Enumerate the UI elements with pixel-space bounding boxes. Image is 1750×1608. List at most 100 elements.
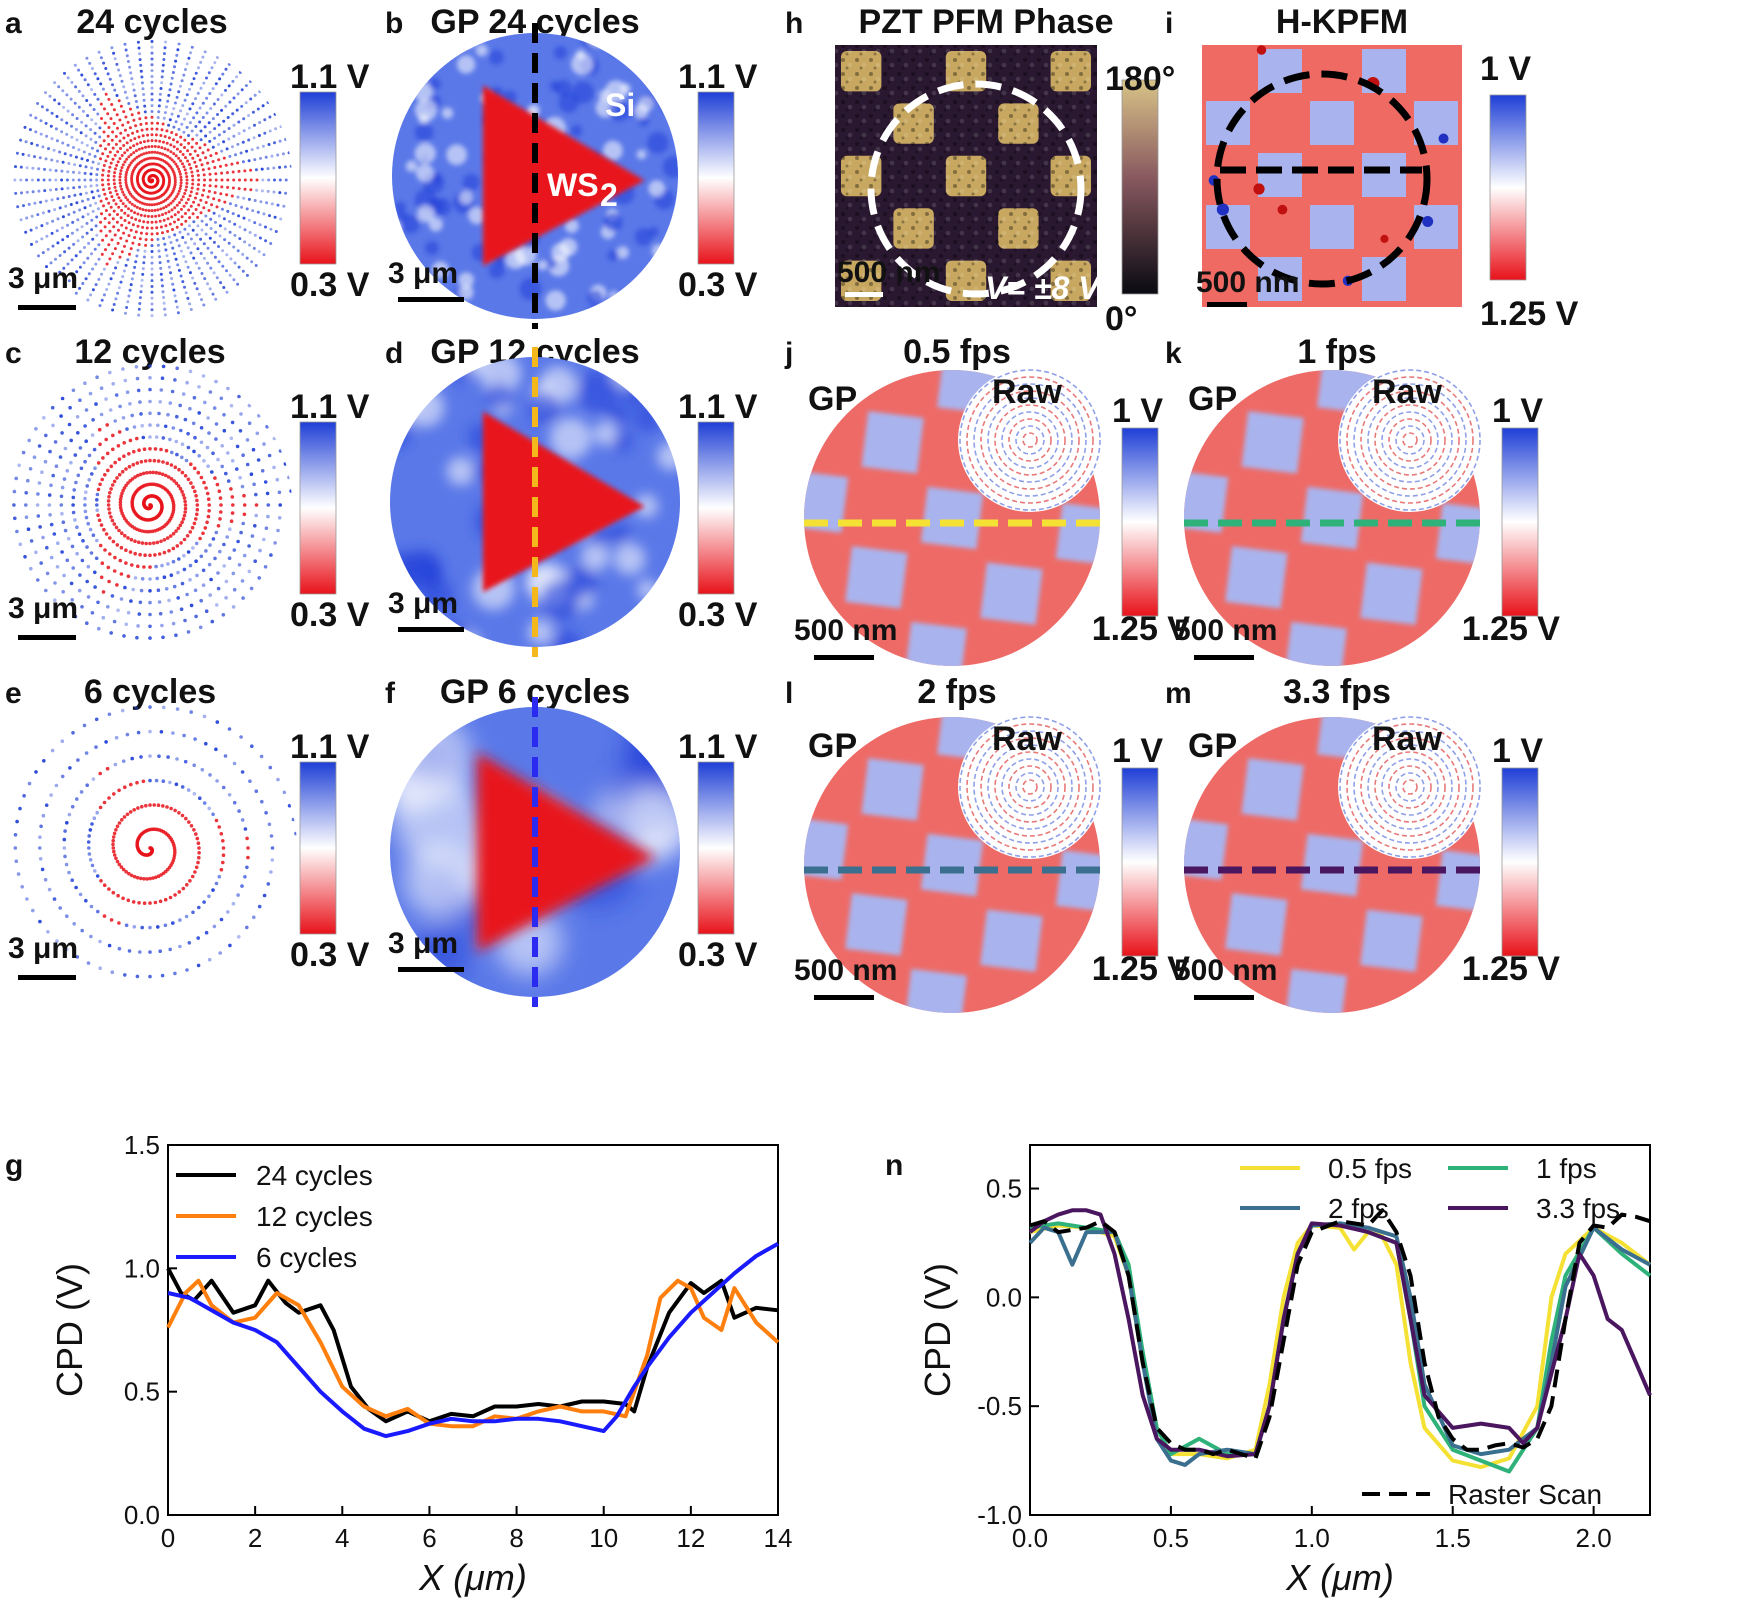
panel-k-colorbar-bottom-label: 1.25 V <box>1462 610 1561 648</box>
panel-b-colorbar-bottom-label: 0.3 V <box>678 266 758 304</box>
panel-b-scale-bar <box>398 297 464 302</box>
panel-k-colorbar <box>1501 427 1539 617</box>
panel-f-letter: f <box>385 677 396 710</box>
panel-a-colorbar-bottom-label: 0.3 V <box>290 266 370 304</box>
panel-h-colorbar-top-label: 180° <box>1105 60 1175 98</box>
chart-g-xtick-label: 2 <box>248 1523 262 1553</box>
chart-n-ytick-label: -0.5 <box>977 1391 1022 1421</box>
panel-h-letter: h <box>785 7 803 40</box>
chart-n-series-4 <box>1029 1208 1651 1461</box>
panel-a-scale-bar <box>18 305 76 310</box>
panel-m-raw-label: Raw <box>1372 720 1442 758</box>
chart-n-legend-label: 0.5 fps <box>1328 1153 1412 1184</box>
panel-h-colorbar <box>1121 79 1159 295</box>
chart-g-frame <box>167 1144 779 1516</box>
chart-n-xlabel: X (μm) <box>1285 1557 1394 1598</box>
panel-d-letter: d <box>385 337 403 370</box>
panel-b-si-label: Si <box>605 87 635 123</box>
panel-e-scale-bar-label: 3 μm <box>8 932 78 965</box>
panel-d-gp-map <box>390 357 680 647</box>
panel-d-colorbar <box>697 421 735 595</box>
panel-c-scale-bar-label: 3 μm <box>8 592 78 625</box>
panel-k-title: 1 fps <box>1297 333 1376 371</box>
panel-f-ws2-flake <box>477 752 656 952</box>
panel-c-letter: c <box>5 337 22 370</box>
panel-j-letter: j <box>784 337 793 370</box>
panel-e-colorbar-top-label: 1.1 V <box>290 728 370 766</box>
map-panels: a 24 cycles 1.1 V 0.3 V 3 μm b GP 24 cycles Si W… <box>5 3 1579 1013</box>
panel-j-colorbar <box>1121 427 1159 617</box>
chart-n: n 0.0 0.5 1.0 1.5 2.0 -1.0 -0.5 0.0 0.5 X (μm) CPD … <box>885 1144 1652 1598</box>
panel-h: h PZT PFM Phase 180° 0° 500 nm V= ±8 V <box>785 3 1175 338</box>
panel-i-scan-circle <box>1213 70 1431 288</box>
panel-i-colorbar <box>1489 94 1527 281</box>
panel-d-ws2-flake <box>483 411 645 592</box>
chart-n-frame <box>1029 1144 1651 1516</box>
chart-n-legend: 0.5 fps 1 fps 2 fps 3.3 fps Raster Scan <box>1240 1153 1620 1510</box>
panel-m-scale-bar <box>1194 995 1254 1000</box>
panel-f-colorbar <box>697 761 735 935</box>
panel-b-scale-bar-label: 3 μm <box>388 257 458 290</box>
chart-n-ytick-label: 0.0 <box>986 1282 1022 1312</box>
panel-m-scale-bar-label: 500 nm <box>1174 954 1277 987</box>
panel-m-letter: m <box>1165 677 1192 710</box>
chart-g-letter: g <box>5 1149 23 1182</box>
chart-g-ylabel: CPD (V) <box>49 1263 90 1397</box>
chart-g-xtick-label: 6 <box>422 1523 436 1553</box>
chart-n-xtick-label: 1.0 <box>1294 1523 1330 1553</box>
panel-e-letter: e <box>5 677 22 710</box>
panel-d-scale-bar-label: 3 μm <box>388 587 458 620</box>
chart-n-xtick-label: 2.0 <box>1576 1523 1612 1553</box>
panel-d-scale-bar <box>398 627 464 632</box>
panel-m-colorbar-top-label: 1 V <box>1492 732 1543 770</box>
chart-g-ytick-label: 1.5 <box>124 1130 160 1160</box>
panel-k-gp-label: GP <box>1188 380 1237 418</box>
panel-k-scale-bar-label: 500 nm <box>1174 614 1277 647</box>
panel-i-colorbar-bottom-label: 1.25 V <box>1480 295 1579 333</box>
chart-g-legend-label: 6 cycles <box>256 1242 357 1273</box>
panel-k: k 1 fps GP Raw 1 V 1.25 V 500 nm <box>1165 333 1561 666</box>
panel-h-pfm-map <box>835 45 1097 307</box>
panel-h-scan-circle <box>867 80 1085 298</box>
panel-m-raw-inset <box>1338 715 1482 859</box>
panel-l-gp-label: GP <box>808 727 857 765</box>
panel-a-spiral-map <box>13 40 292 318</box>
chart-n-legend-label: 1 fps <box>1536 1153 1597 1184</box>
panel-l-colorbar-top-label: 1 V <box>1112 732 1163 770</box>
chart-g-ytick-label: 1.0 <box>124 1253 160 1283</box>
panel-k-colorbar-top-label: 1 V <box>1492 392 1543 430</box>
panel-a: a 24 cycles 1.1 V 0.3 V 3 μm <box>5 3 370 318</box>
panel-j-colorbar-bottom-label: 1.25 V <box>1092 610 1191 648</box>
chart-n-ytick-label: 0.5 <box>986 1174 1022 1204</box>
chart-g-legend-label: 24 cycles <box>256 1160 373 1191</box>
panel-l-raw-label: Raw <box>992 720 1062 758</box>
panel-c-colorbar <box>299 421 337 595</box>
panel-a-title: 24 cycles <box>76 3 227 41</box>
panel-f-colorbar-bottom-label: 0.3 V <box>678 936 758 974</box>
panel-j-raw-label: Raw <box>992 373 1062 411</box>
chart-g-xtick-label: 10 <box>589 1523 618 1553</box>
panel-e-title: 6 cycles <box>84 673 216 711</box>
panel-m-gp-label: GP <box>1188 727 1237 765</box>
chart-g: g 0 2 4 6 8 10 12 14 0.0 0.5 1.0 1.5 X (μm) CPD (V) 24 … <box>5 1130 792 1598</box>
panel-f-scale-bar-label: 3 μm <box>388 927 458 960</box>
panel-j-scale-bar-label: 500 nm <box>794 614 897 647</box>
chart-g-series-1 <box>166 1278 780 1429</box>
panel-b-colorbar <box>697 91 735 265</box>
panel-h-title: PZT PFM Phase <box>858 3 1113 41</box>
panel-i-letter: i <box>1165 7 1173 40</box>
panel-k-letter: k <box>1165 337 1182 370</box>
chart-n-xtick-label: 1.5 <box>1435 1523 1471 1553</box>
panel-k-raw-inset <box>1338 368 1482 512</box>
chart-n-ylabel: CPD (V) <box>917 1263 958 1397</box>
panel-h-colorbar-bottom-label: 0° <box>1105 300 1138 338</box>
panel-b-ws2-flake <box>483 85 645 266</box>
panel-i-scale-bar-label: 500 nm <box>1196 266 1299 299</box>
chart-g-xtick-label: 4 <box>335 1523 349 1553</box>
chart-n-xtick-label: 0.5 <box>1153 1523 1189 1553</box>
panel-j-raw-inset <box>958 368 1102 512</box>
